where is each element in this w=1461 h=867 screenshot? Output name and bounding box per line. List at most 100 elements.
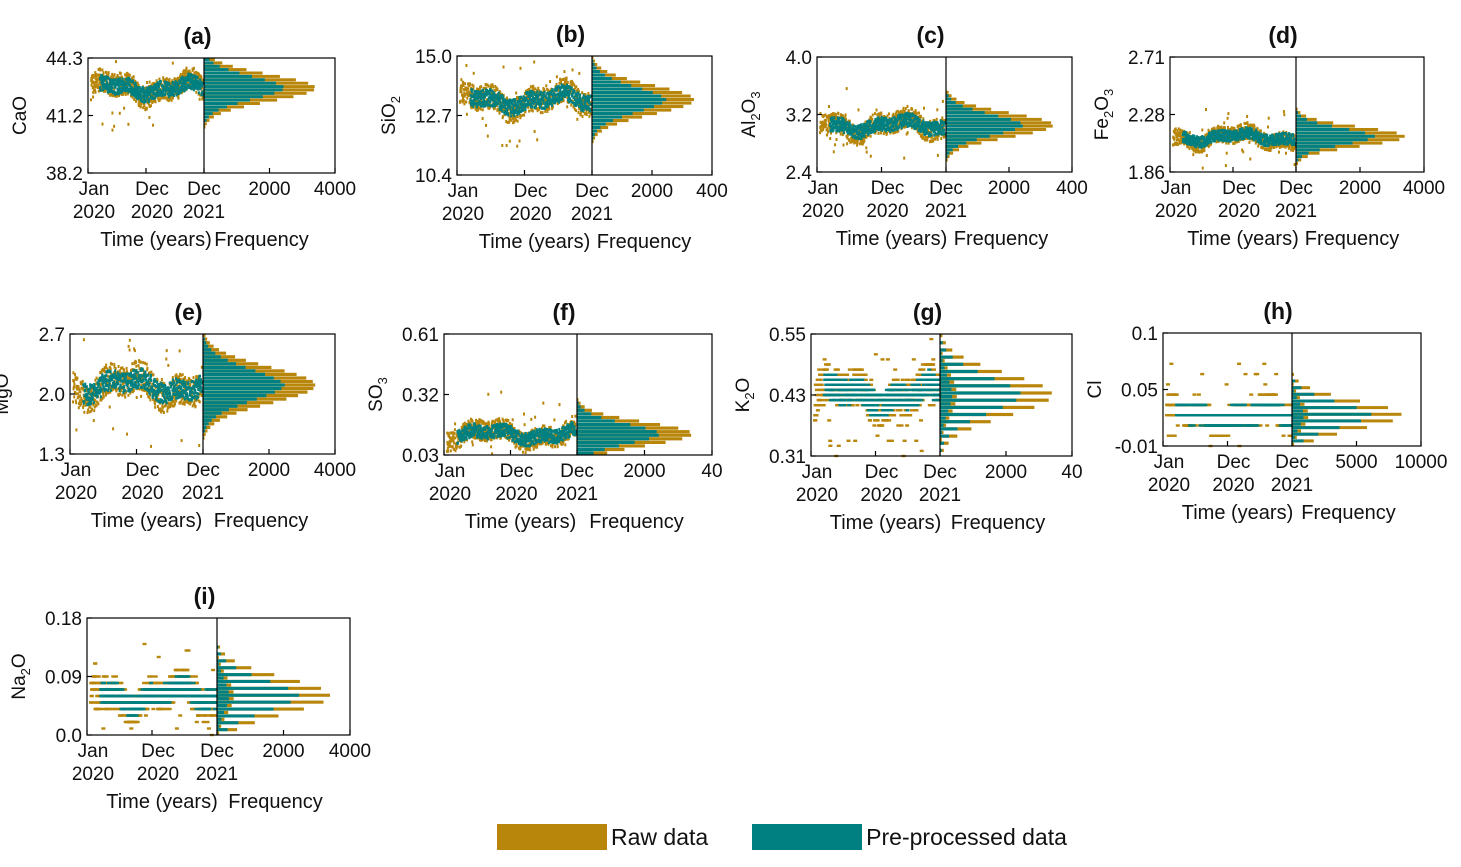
pre-point <box>589 102 592 106</box>
pre-hist-bar <box>592 59 594 63</box>
pre-point <box>102 85 105 88</box>
raw-point <box>97 86 100 89</box>
pre-point <box>1181 133 1184 136</box>
pre-point <box>935 132 938 136</box>
pre-point <box>873 127 875 131</box>
pre-point <box>890 127 893 131</box>
raw-point <box>485 123 487 127</box>
pre-point <box>563 86 566 90</box>
pre-point <box>143 95 146 99</box>
pre-point <box>121 79 124 83</box>
raw-point <box>910 126 913 130</box>
raw-point <box>171 61 174 65</box>
x-tick-label-bottom: 2020 <box>131 202 173 223</box>
pre-point <box>190 86 193 90</box>
raw-point <box>150 99 153 103</box>
raw-point <box>1293 145 1296 148</box>
pre-hist-bar <box>204 71 240 75</box>
pre-point <box>113 90 116 94</box>
raw-point <box>926 136 929 139</box>
raw-point <box>918 111 920 115</box>
raw-point <box>902 106 905 110</box>
pre-point <box>1244 134 1247 138</box>
raw-point <box>828 105 830 108</box>
pre-point <box>470 90 473 94</box>
pre-point <box>859 126 862 129</box>
raw-point <box>1181 130 1184 134</box>
pre-point <box>511 98 514 102</box>
pre-point <box>931 121 934 125</box>
x-axis-label: Time (years) <box>479 231 590 253</box>
raw-point <box>94 80 97 84</box>
pre-point <box>540 91 543 95</box>
raw-point <box>528 87 531 91</box>
raw-point <box>1293 163 1296 167</box>
raw-point <box>874 131 877 135</box>
raw-point <box>846 142 849 146</box>
panel-frame <box>456 55 713 176</box>
pre-point <box>580 108 583 112</box>
pre-point <box>574 94 577 97</box>
pre-point <box>1226 130 1229 134</box>
raw-point <box>1178 133 1181 137</box>
pre-point <box>913 113 915 117</box>
pre-point <box>508 103 510 107</box>
raw-point <box>154 100 157 104</box>
raw-point <box>585 110 588 114</box>
raw-point <box>1227 127 1230 131</box>
x-tick-label-top: Dec <box>187 179 221 200</box>
raw-point <box>936 136 939 140</box>
pre-point <box>581 106 584 110</box>
raw-point <box>97 84 100 88</box>
pre-point <box>885 128 888 132</box>
pre-point <box>1252 134 1255 138</box>
pre-point <box>99 88 102 92</box>
y-tick-label: 41.2 <box>46 107 83 128</box>
pre-point <box>1188 140 1191 144</box>
raw-point <box>1233 127 1236 131</box>
raw-point <box>519 114 522 118</box>
raw-hist-bar <box>204 122 207 126</box>
pre-point <box>1223 132 1226 136</box>
pre-point <box>169 87 172 91</box>
pre-point <box>932 130 935 134</box>
pre-point <box>483 99 485 103</box>
raw-point <box>138 99 141 103</box>
pre-point <box>1227 134 1230 138</box>
pre-hist-bar <box>592 129 597 133</box>
pre-point <box>829 129 832 133</box>
raw-point <box>98 82 101 86</box>
pre-point <box>860 136 863 140</box>
raw-point <box>177 76 179 80</box>
pre-point <box>132 93 135 97</box>
raw-point <box>578 71 581 75</box>
pre-hist-bar <box>204 61 214 65</box>
raw-point <box>554 95 557 99</box>
hist-tick-label: 400 <box>696 181 728 202</box>
raw-point <box>162 76 165 80</box>
pre-point <box>587 101 590 105</box>
pre-point <box>472 98 475 102</box>
pre-point <box>172 90 175 94</box>
pre-point <box>520 100 523 103</box>
pre-point <box>566 83 568 87</box>
pre-point <box>862 131 865 134</box>
raw-point <box>155 79 158 83</box>
raw-point <box>566 105 569 109</box>
pre-point <box>172 92 175 96</box>
pre-point <box>1242 128 1245 132</box>
pre-hist-bar <box>592 87 643 91</box>
pre-point <box>862 122 865 126</box>
pre-point <box>144 98 147 102</box>
raw-point <box>524 110 527 113</box>
pre-point <box>933 120 936 124</box>
pre-point <box>830 120 833 124</box>
raw-point <box>467 87 470 91</box>
pre-hist-bar <box>946 155 948 159</box>
raw-point <box>840 113 842 117</box>
raw-point <box>93 84 96 88</box>
pre-point <box>550 101 553 105</box>
raw-point <box>126 71 129 75</box>
raw-point <box>136 81 139 85</box>
pre-point <box>838 116 841 120</box>
